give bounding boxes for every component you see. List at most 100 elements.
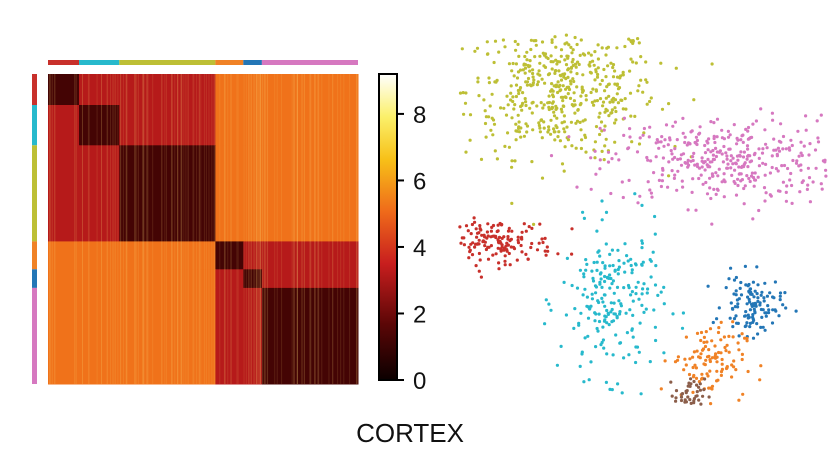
- scatter-point: [511, 61, 515, 66]
- scatter-point: [674, 389, 679, 393]
- scatter-point: [690, 190, 694, 194]
- scatter-point: [609, 276, 613, 281]
- scatter-point: [528, 59, 532, 63]
- scatter-point: [509, 91, 513, 95]
- scatter-point: [551, 100, 555, 104]
- scatter-point: [541, 240, 545, 245]
- scatter-point: [577, 62, 581, 67]
- scatter-point: [470, 253, 475, 257]
- scatter-point: [579, 38, 583, 42]
- scatter-point: [622, 133, 626, 137]
- scatter-point: [734, 193, 739, 197]
- scatter-point: [486, 257, 491, 261]
- scatter-point: [729, 154, 733, 158]
- scatter-point: [768, 291, 772, 295]
- heatmap-block: [261, 241, 359, 270]
- heatmap-block: [48, 287, 80, 385]
- scatter-point: [631, 60, 635, 64]
- scatter-point: [615, 83, 619, 87]
- scatter-point: [735, 136, 739, 140]
- scatter-point: [781, 180, 786, 184]
- scatter-point: [719, 351, 723, 355]
- scatter-point: [529, 245, 533, 250]
- scatter-point: [743, 264, 748, 268]
- scatter-point: [741, 140, 745, 144]
- scatter-point: [578, 364, 582, 368]
- scatter-point: [587, 378, 591, 382]
- scatter-point: [613, 140, 617, 144]
- scatter-point: [695, 138, 700, 143]
- scatter-point: [593, 156, 597, 160]
- scatter-point: [538, 130, 543, 134]
- scatter-point: [747, 176, 751, 181]
- scatter-point: [707, 348, 711, 352]
- scatter-point: [621, 70, 625, 74]
- scatter-point: [552, 127, 556, 131]
- scatter-point: [727, 350, 731, 354]
- heatmap-block: [243, 74, 263, 106]
- scatter-point: [483, 235, 487, 239]
- scatter-point: [564, 87, 568, 91]
- scatter-point: [594, 88, 598, 92]
- scatter-point: [617, 259, 621, 263]
- scatter-point: [629, 293, 633, 297]
- scatter-point: [519, 236, 523, 240]
- scatter-point: [579, 128, 583, 132]
- scatter-point: [785, 184, 789, 188]
- scatter-point: [603, 124, 607, 128]
- scatter-point: [686, 395, 690, 399]
- scatter-point: [567, 85, 571, 89]
- scatter-point: [698, 125, 702, 129]
- scatter-point: [746, 147, 750, 151]
- scatter-point: [580, 350, 584, 354]
- scatter-point: [764, 162, 768, 166]
- scatter-point: [799, 163, 803, 167]
- scatter-point: [724, 151, 728, 155]
- scatter-point: [615, 314, 619, 318]
- scatter-point: [468, 248, 472, 252]
- scatter-point: [592, 63, 596, 67]
- scatter-point: [516, 113, 520, 117]
- scatter-point: [731, 156, 735, 160]
- scatter-point: [763, 199, 767, 203]
- heatmap-block: [48, 241, 80, 270]
- scatter-point: [603, 144, 607, 148]
- scatter-point: [743, 184, 747, 188]
- scatter-point: [610, 111, 614, 115]
- scatter-point: [790, 143, 794, 148]
- scatter-point: [513, 159, 517, 163]
- scatter-point: [459, 241, 463, 245]
- scatter-point: [559, 107, 564, 111]
- scatter-point: [589, 90, 593, 95]
- scatter-point: [686, 158, 690, 162]
- scatter-point: [530, 160, 534, 164]
- scatter-point: [594, 312, 598, 316]
- scatter-point: [804, 114, 808, 118]
- colorbar-tick-label: 0: [413, 368, 426, 395]
- scatter-point: [575, 85, 579, 89]
- scatter-point: [706, 141, 710, 145]
- scatter-point: [712, 187, 716, 191]
- scatter-point: [631, 335, 635, 339]
- scatter-point: [496, 238, 500, 242]
- scatter-point: [695, 383, 699, 387]
- scatter-point: [561, 84, 565, 88]
- scatter-point: [751, 302, 755, 306]
- scatter-point: [499, 106, 503, 110]
- scatter-point: [612, 301, 616, 305]
- heatmap-block: [261, 145, 359, 242]
- heatmap-block: [48, 105, 80, 146]
- scatter-point: [709, 402, 713, 406]
- scatter-point: [725, 343, 729, 347]
- scatter-point: [755, 265, 759, 269]
- scatter-point: [702, 340, 706, 344]
- scatter-point: [525, 50, 529, 54]
- scatter-point: [726, 129, 731, 133]
- scatter-point: [675, 188, 679, 192]
- scatter-point: [586, 334, 590, 338]
- scatter-point: [495, 229, 499, 234]
- scatter-point: [562, 280, 566, 284]
- scatter-point: [590, 297, 595, 301]
- scatter-point: [724, 349, 728, 353]
- scatter-point: [654, 264, 658, 268]
